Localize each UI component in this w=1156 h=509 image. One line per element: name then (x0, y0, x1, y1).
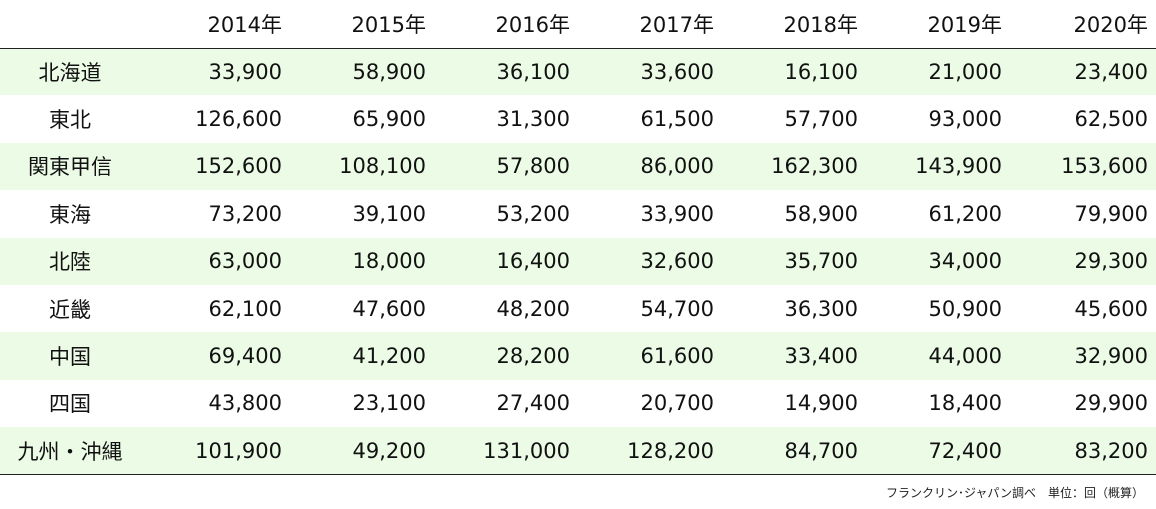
table-cell: 57,800 (496, 154, 570, 179)
table-cell: 152,600 (195, 154, 282, 179)
table-cell: 33,400 (784, 344, 858, 369)
table-cell: 61,600 (640, 344, 714, 369)
column-header: 2019年 (927, 12, 1002, 37)
table-cell: 101,900 (195, 438, 282, 463)
row-label: 中国 (49, 345, 91, 370)
table-cell: 143,900 (915, 154, 1002, 179)
table-cell: 16,400 (496, 249, 570, 274)
column-header: 2015年 (351, 12, 426, 37)
table-row: 東海 73,200 39,100 53,200 33,900 58,900 61,200 79… (0, 190, 1156, 237)
table-cell: 126,600 (195, 107, 282, 132)
table-cell: 28,200 (496, 344, 570, 369)
table-cell: 62,100 (208, 296, 282, 321)
table-cell: 18,400 (928, 391, 1002, 416)
row-label: 関東甲信 (28, 155, 112, 180)
table-cell: 86,000 (640, 154, 714, 179)
data-table: 2014年 2015年 2016年 2017年 2018年 2019年 2020年 北海道 3… (0, 0, 1156, 475)
header-row: 2014年 2015年 2016年 2017年 2018年 2019年 2020年 (0, 0, 1156, 48)
table-cell: 18,000 (352, 249, 426, 274)
row-label: 近畿 (49, 297, 91, 322)
table-cell: 62,500 (1074, 107, 1148, 132)
table-cell: 32,900 (1074, 344, 1148, 369)
table-cell: 49,200 (352, 438, 426, 463)
row-label: 北陸 (49, 250, 91, 275)
row-label: 北海道 (38, 60, 102, 85)
table-cell: 61,500 (640, 107, 714, 132)
column-header: 2016年 (495, 12, 570, 37)
table-cell: 63,000 (208, 249, 282, 274)
table-cell: 58,900 (352, 59, 426, 84)
table-cell: 65,900 (352, 107, 426, 132)
table-cell: 48,200 (496, 296, 570, 321)
table-cell: 39,100 (352, 201, 426, 226)
table-body: 北海道 33,900 58,900 36,100 33,600 16,100 21,000 2… (0, 48, 1156, 475)
row-label: 四国 (49, 392, 91, 417)
table-row: 北陸 63,000 18,000 16,400 32,600 35,700 34,000 29… (0, 237, 1156, 285)
table-cell: 72,400 (928, 438, 1002, 463)
table-cell: 35,700 (784, 249, 858, 274)
table-cell: 23,100 (352, 391, 426, 416)
table-cell: 45,600 (1074, 296, 1148, 321)
table-cell: 33,900 (640, 201, 714, 226)
table-cell: 93,000 (928, 107, 1002, 132)
table-cell: 128,200 (627, 438, 714, 463)
table-cell: 32,600 (640, 249, 714, 274)
table-cell: 50,900 (928, 296, 1002, 321)
table-cell: 43,800 (208, 391, 282, 416)
table-cell: 34,000 (928, 249, 1002, 274)
table-cell: 16,100 (784, 59, 858, 84)
table-cell: 69,400 (208, 344, 282, 369)
table-cell: 27,400 (496, 391, 570, 416)
table-cell: 84,700 (784, 438, 858, 463)
table-row: 関東甲信 152,600 108,100 57,800 86,000 162,300 143… (0, 142, 1156, 191)
corner-cell (0, 0, 140, 48)
column-header: 2014年 (207, 12, 282, 37)
table-row: 東北 126,600 65,900 31,300 61,500 57,700 93,000 6… (0, 95, 1156, 142)
table-row: 近畿 62,100 47,600 48,200 54,700 36,300 50,900 45… (0, 285, 1156, 332)
table-row: 四国 43,800 23,100 27,400 20,700 14,900 18,400 29… (0, 380, 1156, 427)
table-cell: 33,600 (640, 59, 714, 84)
table-cell: 162,300 (771, 154, 858, 179)
table-cell: 20,700 (640, 391, 714, 416)
table-cell: 33,900 (208, 59, 282, 84)
table-row: 中国 69,400 41,200 28,200 61,600 33,400 44,000 32… (0, 332, 1156, 380)
table-cell: 29,900 (1074, 391, 1148, 416)
source-note: フランクリン･ジャパン調べ 単位：回（概算） (885, 486, 1144, 500)
table-cell: 73,200 (208, 201, 282, 226)
table-cell: 41,200 (352, 344, 426, 369)
table-cell: 131,000 (483, 438, 570, 463)
table-cell: 47,600 (352, 296, 426, 321)
table-cell: 29,300 (1074, 249, 1148, 274)
table-cell: 54,700 (640, 296, 714, 321)
table-cell: 14,900 (784, 391, 858, 416)
table-cell: 61,200 (928, 201, 1002, 226)
table-row: 九州・沖縄 101,900 49,200 131,000 128,200 84,700 72… (0, 427, 1156, 475)
table-cell: 21,000 (928, 59, 1002, 84)
table-cell: 36,300 (784, 296, 858, 321)
column-header: 2018年 (783, 12, 858, 37)
column-header: 2020年 (1073, 12, 1148, 37)
row-label: 九州・沖縄 (17, 439, 123, 464)
column-header: 2017年 (639, 12, 714, 37)
table-cell: 79,900 (1074, 201, 1148, 226)
row-label: 東北 (49, 108, 91, 133)
table-cell: 53,200 (496, 201, 570, 226)
table-cell: 83,200 (1074, 438, 1148, 463)
table-cell: 23,400 (1074, 59, 1148, 84)
row-label: 東海 (49, 202, 91, 227)
table-cell: 108,100 (339, 154, 426, 179)
table-cell: 44,000 (928, 344, 1002, 369)
table-cell: 31,300 (496, 107, 570, 132)
table-cell: 36,100 (496, 59, 570, 84)
table-cell: 57,700 (784, 107, 858, 132)
table-cell: 58,900 (784, 201, 858, 226)
table-row: 北海道 33,900 58,900 36,100 33,600 16,100 21,000 2… (0, 48, 1156, 96)
table-cell: 153,600 (1061, 154, 1148, 179)
